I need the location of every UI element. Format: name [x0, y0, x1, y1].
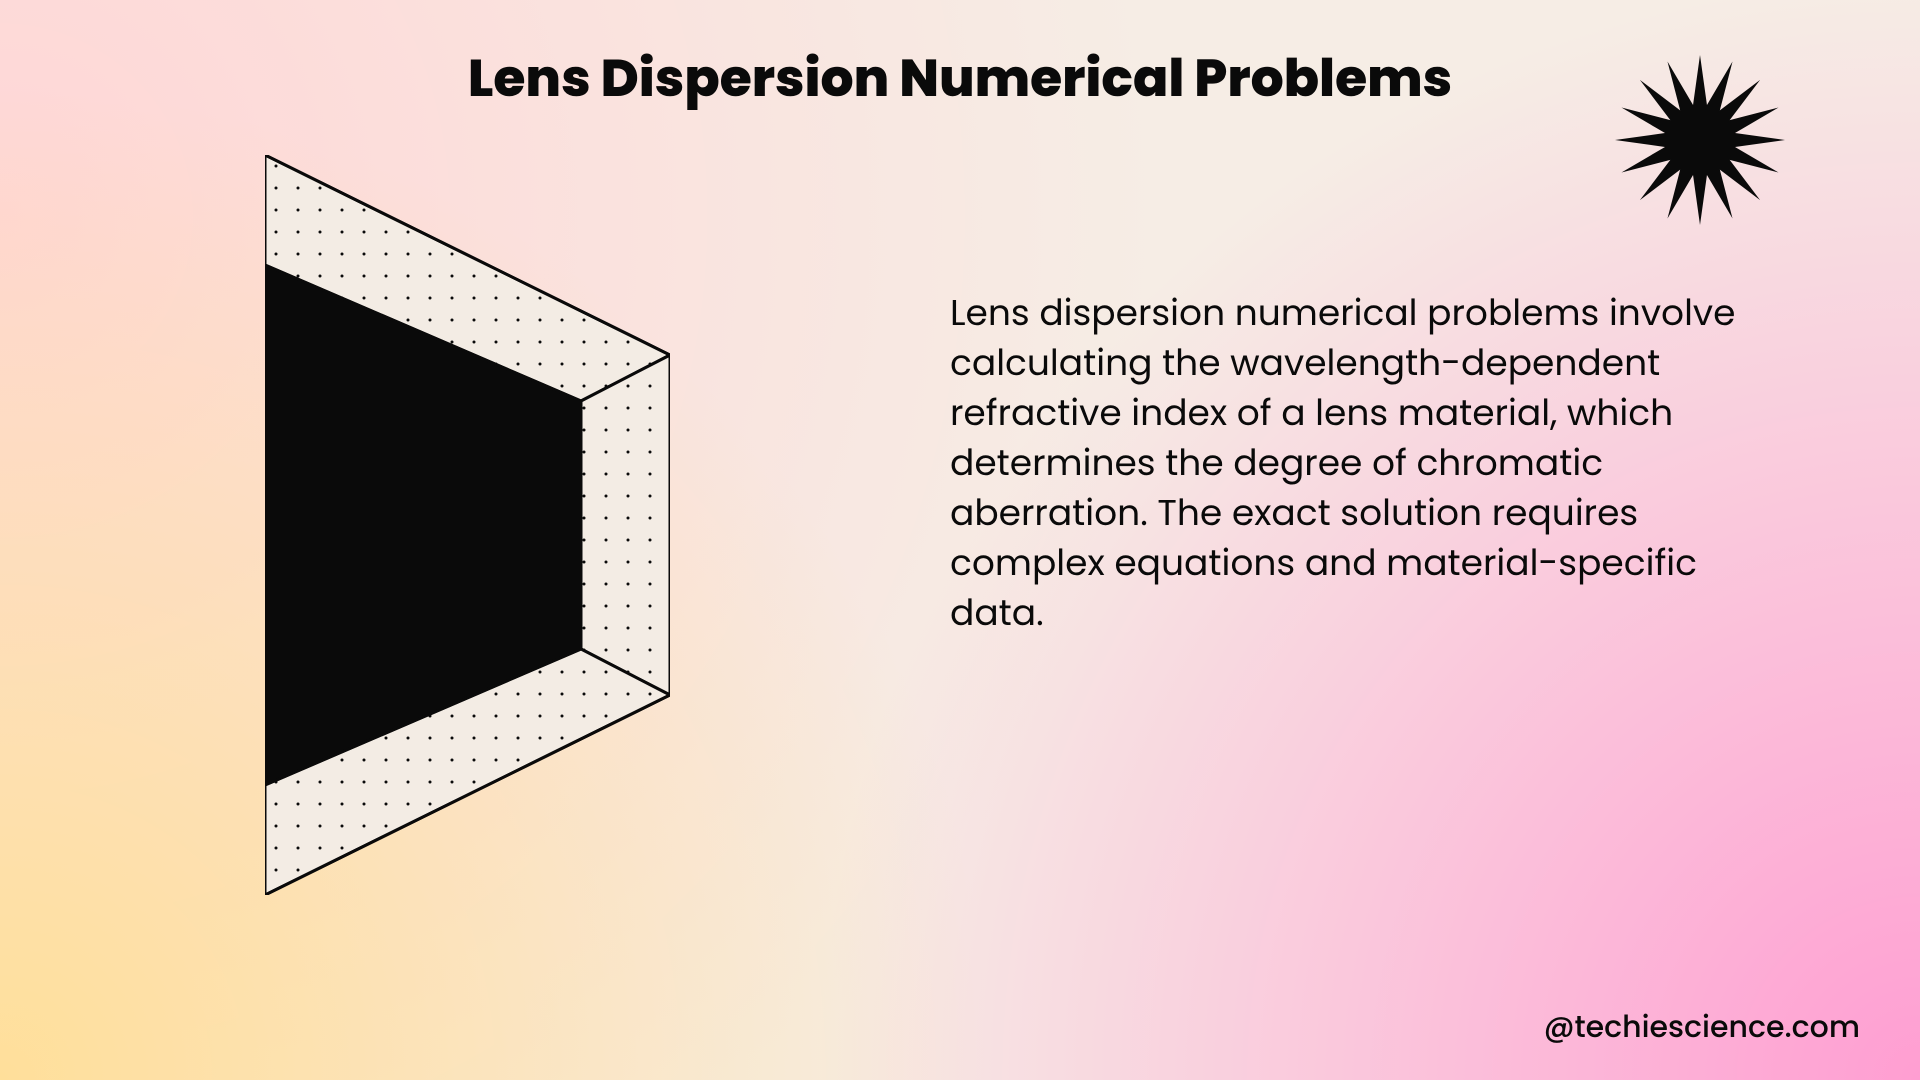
attribution-handle: @techiescience.com: [1544, 1004, 1860, 1050]
starburst-icon: [1615, 55, 1785, 232]
cube-illustration: [265, 155, 670, 902]
body-paragraph: Lens dispersion numerical problems invol…: [950, 288, 1780, 638]
